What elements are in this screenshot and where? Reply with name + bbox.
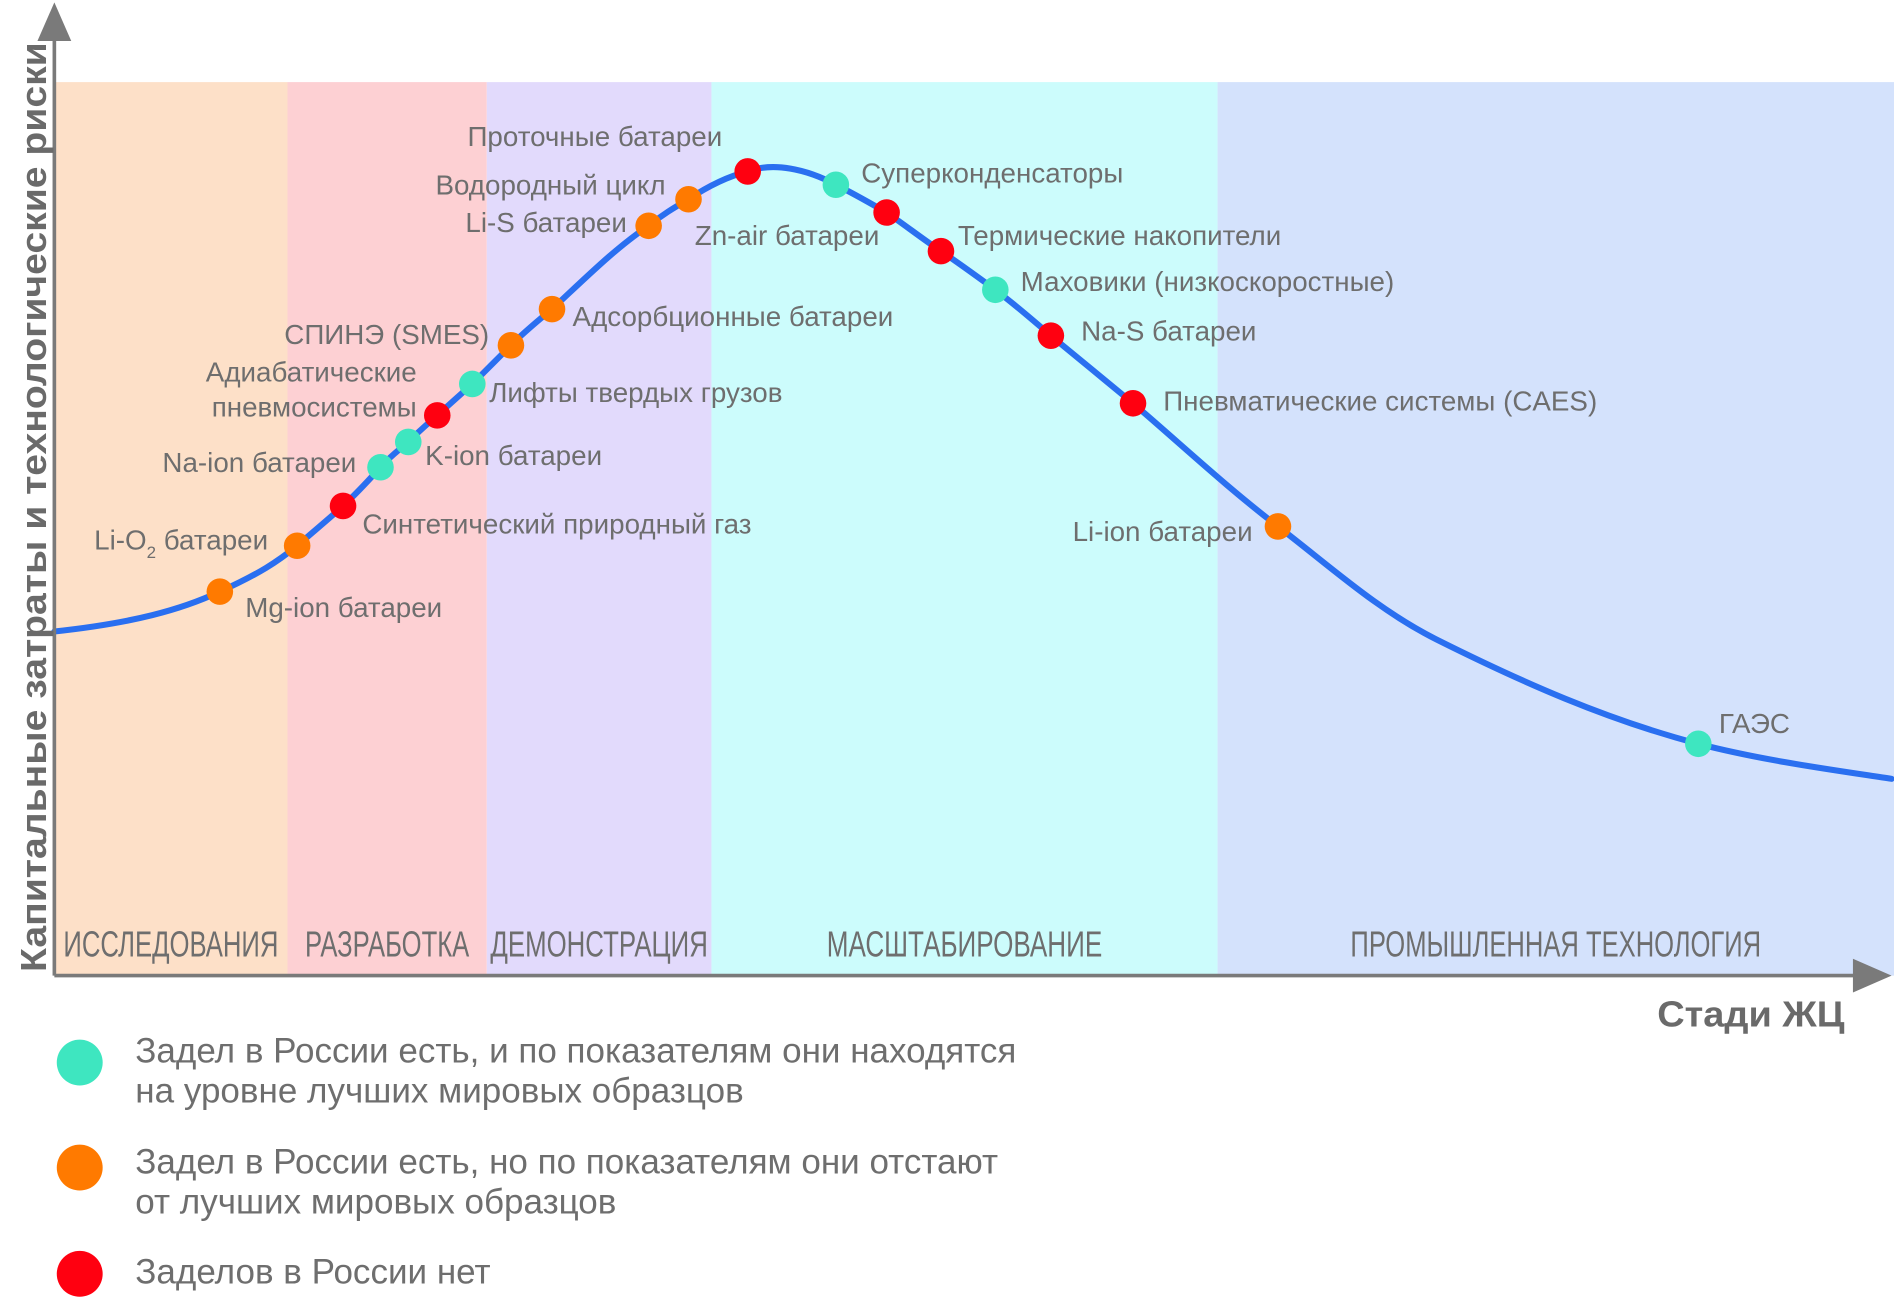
technology-label: Na-ion батареи — [162, 447, 356, 478]
technology-label: Li-O2 батареи — [94, 524, 268, 561]
y-axis-arrow-icon — [37, 2, 72, 42]
legend-text-line1: Заделов в России нет — [135, 1253, 490, 1292]
technology-label: Маховики (низкоскоростные) — [1021, 266, 1395, 297]
status-dot — [1685, 730, 1712, 758]
legend-dot — [56, 1039, 103, 1086]
legend-text-line2: от лучших мировых образцов — [135, 1182, 616, 1221]
status-dot — [423, 402, 451, 429]
technology-label: Mg-ion батареи — [245, 592, 442, 623]
technology-point: Mg-ion батареи — [206, 578, 442, 623]
status-dot — [635, 212, 662, 240]
technology-label: СПИНЭ (SMES) — [284, 319, 489, 350]
status-dot — [1119, 390, 1147, 417]
technology-label: Адиабатические — [206, 357, 417, 388]
stage-band — [1217, 82, 1894, 976]
status-dot — [497, 332, 525, 359]
technology-label-line2: пневмосистемы — [212, 392, 417, 423]
technology-label: Li-S батареи — [465, 207, 626, 238]
stage-label: РАЗРАБОТКА — [305, 923, 470, 964]
x-axis-label: Стади ЖЦ — [1657, 993, 1845, 1034]
technology-label: Na-S батареи — [1081, 316, 1256, 347]
legend: Задел в России есть, и по показателям он… — [56, 1032, 1016, 1297]
label-subscript: 2 — [147, 543, 156, 562]
legend-dot — [56, 1250, 103, 1297]
technology-label: Суперконденсаторы — [861, 157, 1123, 188]
x-axis-arrow-icon — [1852, 958, 1892, 993]
axes: Капитальные затраты и технологические ри… — [13, 2, 1892, 1034]
technology-point: Синтетический природный газ — [329, 492, 752, 540]
stage-band — [54, 82, 288, 976]
technology-label: Синтетический природный газ — [362, 509, 751, 540]
legend-item: Задел в России есть, и по показателям он… — [56, 1032, 1016, 1110]
status-dot — [329, 492, 357, 520]
status-dot — [538, 295, 566, 323]
technology-label: Пневматические системы (CAES) — [1163, 386, 1597, 417]
status-dot — [927, 237, 955, 265]
status-dot — [822, 171, 850, 199]
y-axis-label: Капитальные затраты и технологические ри… — [13, 42, 54, 972]
legend-text-line1: Задел в России есть, и по показателям он… — [135, 1032, 1016, 1071]
stage-band — [486, 82, 712, 976]
technology-point: Zn-air батареи — [695, 199, 900, 251]
status-dot — [734, 158, 761, 185]
status-dot — [283, 532, 311, 560]
technology-label: Адсорбционные батареи — [573, 301, 894, 332]
technology-point: Суперконденсаторы — [822, 157, 1123, 199]
legend-text-line2: на уровне лучших мировых образцов — [135, 1071, 743, 1110]
status-dot — [982, 276, 1009, 304]
stage-bands: ИССЛЕДОВАНИЯ РАЗРАБОТКА ДЕМОНСТРАЦИЯ МАСШТА… — [54, 82, 1894, 976]
status-dot — [675, 185, 702, 213]
technology-point: Na-S батареи — [1037, 316, 1256, 349]
technology-point: Термические накопители — [927, 220, 1281, 265]
legend-text-line1: Задел в России есть, но по показателям о… — [135, 1143, 998, 1182]
technology-label: K-ion батареи — [425, 440, 602, 471]
technology-point: Лифты твердых грузов — [459, 370, 783, 408]
stage-label: ПРОМЫШЛЕННАЯ ТЕХНОЛОГИЯ — [1350, 923, 1761, 964]
legend-item: Задел в России есть, но по показателям о… — [56, 1143, 998, 1221]
status-dot — [459, 370, 486, 398]
technology-point: Водородный цикл — [435, 169, 702, 213]
legend-dot — [56, 1144, 103, 1191]
technology-point: Li-ion батареи — [1073, 513, 1292, 547]
technology-point: Проточные батареи — [467, 121, 761, 185]
technology-label: ГАЭС — [1719, 708, 1790, 739]
status-dot — [394, 428, 422, 456]
technology-label: Zn-air батареи — [695, 220, 880, 251]
technology-label: Лифты твердых грузов — [489, 377, 782, 408]
status-dot — [367, 453, 394, 481]
status-dot — [873, 199, 900, 226]
technology-point: K-ion батареи — [394, 428, 602, 471]
technology-point: Na-ion батареи — [162, 447, 394, 481]
technology-point: Пневматические системы (CAES) — [1119, 386, 1597, 417]
technology-point: Адсорбционные батареи — [538, 295, 894, 332]
technology-point: Маховики (низкоскоростные) — [982, 266, 1395, 304]
label-tail: батареи — [156, 524, 268, 555]
stage-band — [711, 82, 1218, 976]
status-dot — [1037, 322, 1065, 349]
stage-label: МАСШТАБИРОВАНИЕ — [827, 923, 1102, 964]
status-dot — [1264, 513, 1292, 540]
technology-label: Проточные батареи — [467, 121, 722, 152]
technology-point: ГАЭС — [1685, 708, 1790, 758]
technology-point: Адиабатические пневмосистемы — [206, 357, 451, 429]
status-dot — [206, 578, 234, 605]
technology-point: Li-O2 батареи — [94, 524, 311, 562]
label-main: Li-O — [94, 524, 146, 555]
stage-label: ДЕМОНСТРАЦИЯ — [490, 923, 707, 964]
technology-point: СПИНЭ (SMES) — [284, 319, 525, 359]
technology-label: Термические накопители — [958, 220, 1281, 251]
stage-label: ИССЛЕДОВАНИЯ — [63, 923, 278, 964]
technology-point: Li-S батареи — [465, 207, 662, 240]
legend-item: Заделов в России нет — [56, 1250, 491, 1297]
technology-points: Mg-ion батареи Li-O2 батареи Синтетический… — [94, 121, 1790, 758]
technology-label: Li-ion батареи — [1073, 516, 1253, 547]
technology-label: Водородный цикл — [435, 169, 665, 200]
